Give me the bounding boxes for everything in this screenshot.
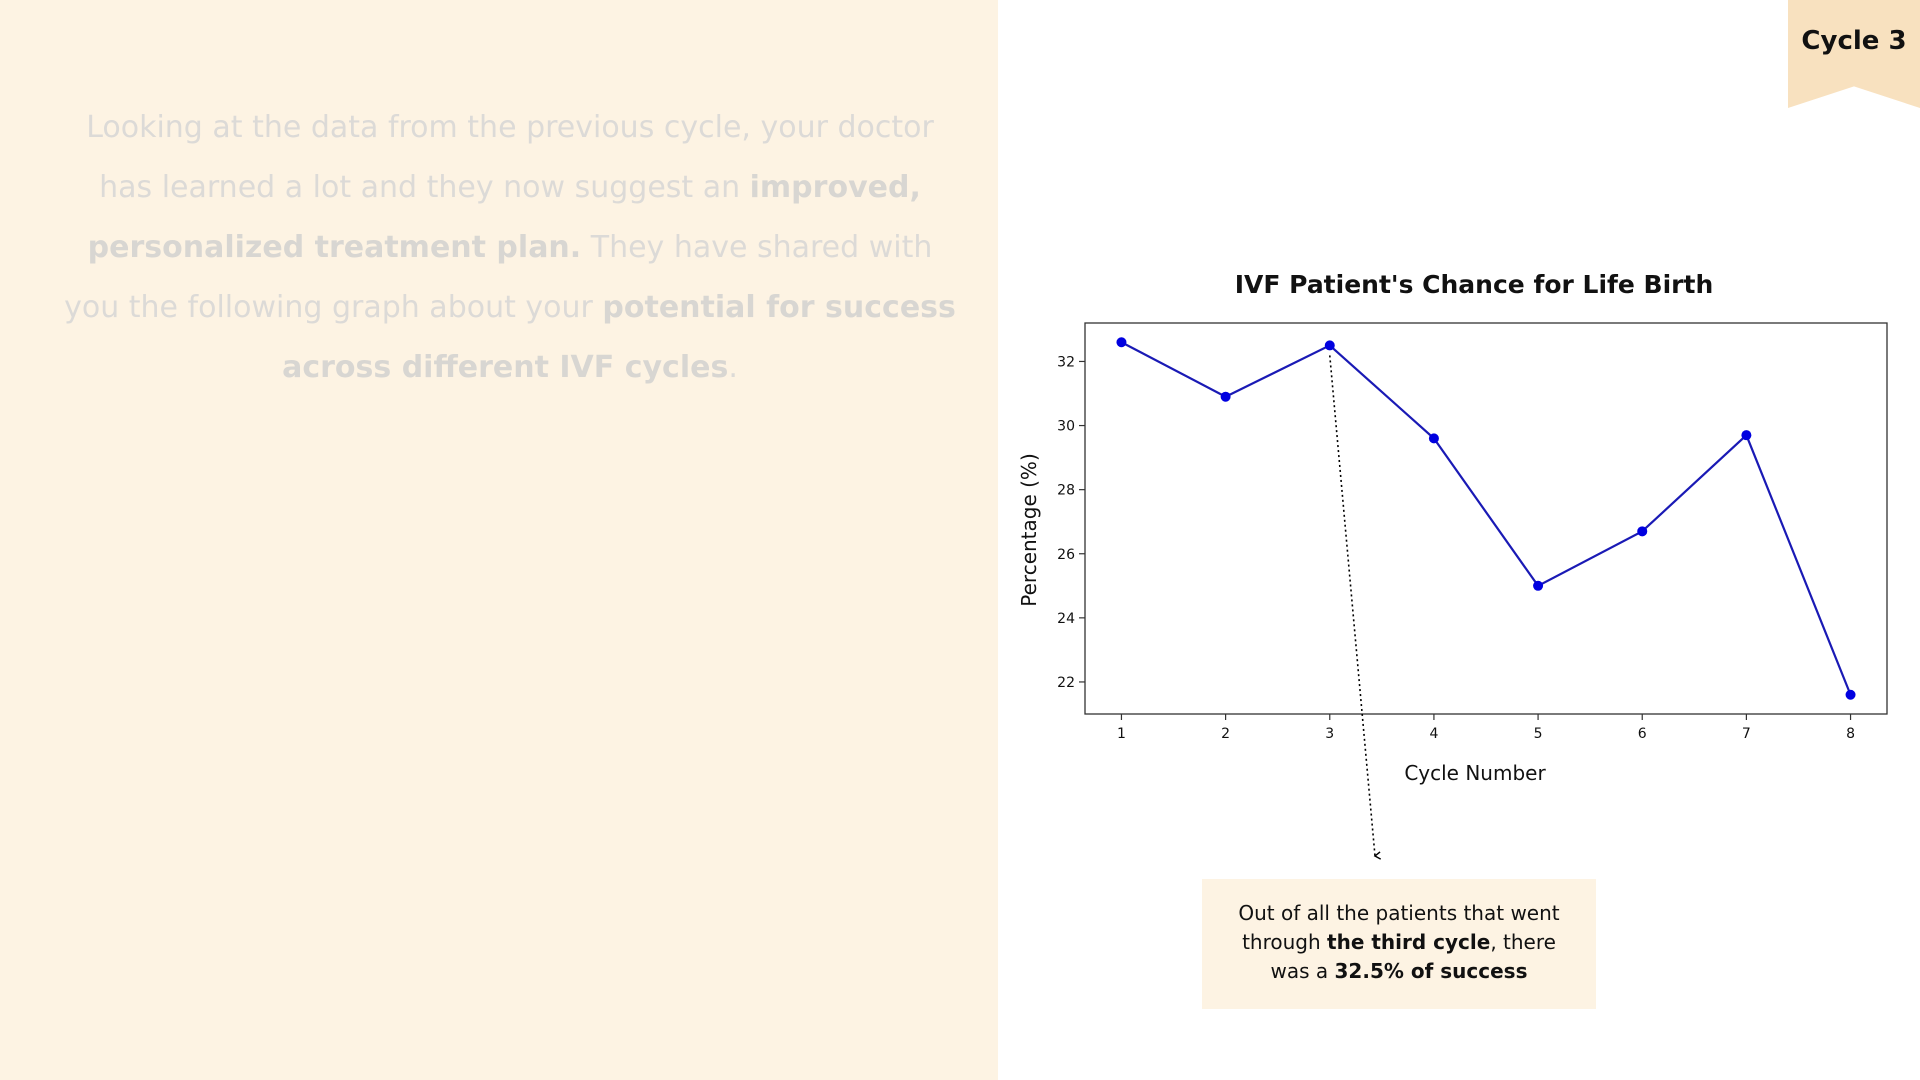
x-axis-ticks: 1 2 3 4 5 6 7 8	[1117, 714, 1855, 742]
data-point	[1845, 689, 1856, 700]
x-tick-label: 2	[1221, 726, 1230, 742]
x-tick-label: 4	[1429, 726, 1438, 742]
data-point	[1637, 526, 1648, 537]
chart-title: IVF Patient's Chance for Life Birth	[1235, 270, 1714, 299]
data-point	[1116, 337, 1127, 348]
plot-frame	[1084, 322, 1888, 715]
data-point	[1324, 340, 1335, 351]
y-tick-label: 32	[1057, 354, 1075, 370]
y-axis-label: Percentage (%)	[1017, 453, 1041, 606]
y-tick-label: 28	[1057, 483, 1075, 499]
annotation-arrow	[1328, 355, 1382, 860]
data-point	[1741, 430, 1752, 441]
y-axis-ticks: 22 24 26 28 30 32	[1057, 354, 1085, 691]
x-tick-label: 6	[1638, 726, 1647, 742]
series-line	[1120, 341, 1852, 696]
x-tick-label: 3	[1325, 726, 1334, 742]
data-point	[1533, 580, 1544, 591]
x-tick-label: 8	[1846, 726, 1855, 742]
data-point	[1428, 433, 1439, 444]
x-tick-label: 7	[1742, 726, 1751, 742]
callout-box: Out of all the patients that went throug…	[1202, 879, 1596, 1009]
data-point	[1220, 391, 1231, 402]
x-tick-label: 5	[1534, 726, 1543, 742]
y-tick-label: 22	[1057, 675, 1075, 691]
left-panel: Looking at the data from the previous cy…	[0, 0, 998, 1080]
data-points	[1116, 337, 1856, 700]
x-tick-label: 1	[1117, 726, 1126, 742]
y-tick-label: 26	[1057, 547, 1075, 563]
x-axis-label: Cycle Number	[1404, 761, 1546, 785]
y-tick-label: 24	[1057, 611, 1075, 627]
intro-text: Looking at the data from the previous cy…	[64, 110, 956, 385]
cycle-label: Cycle 3	[1801, 26, 1907, 56]
y-tick-label: 30	[1057, 419, 1075, 435]
